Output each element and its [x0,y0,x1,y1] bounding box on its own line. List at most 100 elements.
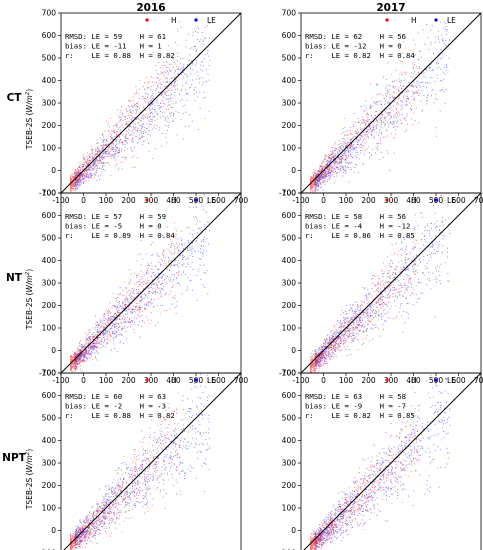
scatter-point [83,164,85,166]
x-tick-label: 0 [321,196,326,205]
scatter-point [97,352,98,354]
scatter-point [341,158,343,159]
scatter-point [98,330,100,332]
scatter-point [88,337,90,339]
scatter-point [83,353,85,355]
scatter-point [109,328,111,330]
scatter-point [175,70,177,72]
scatter-point [99,337,101,338]
scatter-point [445,23,447,24]
scatter-point [339,163,341,165]
scatter-point [140,120,142,122]
scatter-point [178,243,180,245]
scatter-point [317,178,319,180]
scatter-point [313,184,315,186]
scatter-point [316,180,318,182]
scatter-point [144,100,145,102]
scatter-point [404,91,406,93]
scatter-point [330,154,331,156]
scatter-point [324,183,325,185]
scatter-point [322,162,324,163]
scatter-point [319,182,321,184]
scatter-point [350,145,352,146]
scatter-point [70,355,71,357]
scatter-point [76,188,78,190]
scatter-point [116,335,118,337]
scatter-point [139,284,141,286]
scatter-point [351,143,353,145]
scatter-point [380,142,382,144]
scatter-point [342,153,344,154]
scatter-point [98,156,100,158]
scatter-point [324,180,326,181]
scatter-point [375,147,377,149]
scatter-point [84,177,86,178]
scatter-point [397,126,399,128]
scatter-point [168,257,170,259]
scatter-point [353,121,355,123]
scatter-point [135,307,137,309]
scatter-point [343,153,345,155]
scatter-point [82,173,84,175]
scatter-point [80,181,82,183]
scatter-point [116,163,117,165]
scatter-point [414,70,415,72]
scatter-point [99,137,101,139]
scatter-point [131,310,133,312]
scatter-point [196,17,198,18]
scatter-point [144,130,146,132]
scatter-point [319,174,321,176]
scatter-point [112,137,113,139]
scatter-point [310,188,312,190]
scatter-point [128,132,130,134]
scatter-point [120,139,122,140]
scatter-point [127,138,129,139]
scatter-point [314,186,316,188]
scatter-point [397,115,399,117]
scatter-point [414,64,415,65]
scatter-point [114,306,115,308]
scatter-point [358,120,360,122]
scatter-point [201,62,203,64]
scatter-point [317,171,318,172]
scatter-point [325,154,327,156]
scatter-point [132,100,134,102]
scatter-point [137,324,139,326]
scatter-point [102,162,104,164]
scatter-point [161,277,163,278]
scatter-point [444,67,446,68]
scatter-point [136,295,138,296]
scatter-point [73,356,75,358]
scatter-point [111,149,113,150]
scatter-point [91,159,93,161]
scatter-point [311,186,313,188]
scatter-point [109,154,111,156]
scatter-point [127,118,128,119]
scatter-point [321,169,323,171]
scatter-point [167,81,168,83]
scatter-point [88,169,90,170]
scatter-point [341,157,342,159]
scatter-point [204,117,206,119]
stats-text: bias: LE = -12 H = 0 [305,42,402,51]
scatter-point [91,162,93,164]
scatter-point [70,369,72,370]
scatter-point [199,78,200,80]
scatter-point [158,261,160,263]
scatter-point [107,131,109,133]
scatter-point [148,151,150,152]
scatter-point [108,152,109,154]
scatter-point [315,178,317,180]
scatter-point [128,125,130,127]
scatter-point [98,151,100,152]
scatter-point [441,80,443,82]
legend: H LE [385,16,456,25]
scatter-point [405,120,407,122]
scatter-point [136,260,138,262]
scatter-point [76,174,78,176]
scatter-point [92,152,93,154]
scatter-point [418,89,420,91]
scatter-point [170,88,172,90]
scatter-point [101,144,103,146]
scatter-point [147,286,149,288]
